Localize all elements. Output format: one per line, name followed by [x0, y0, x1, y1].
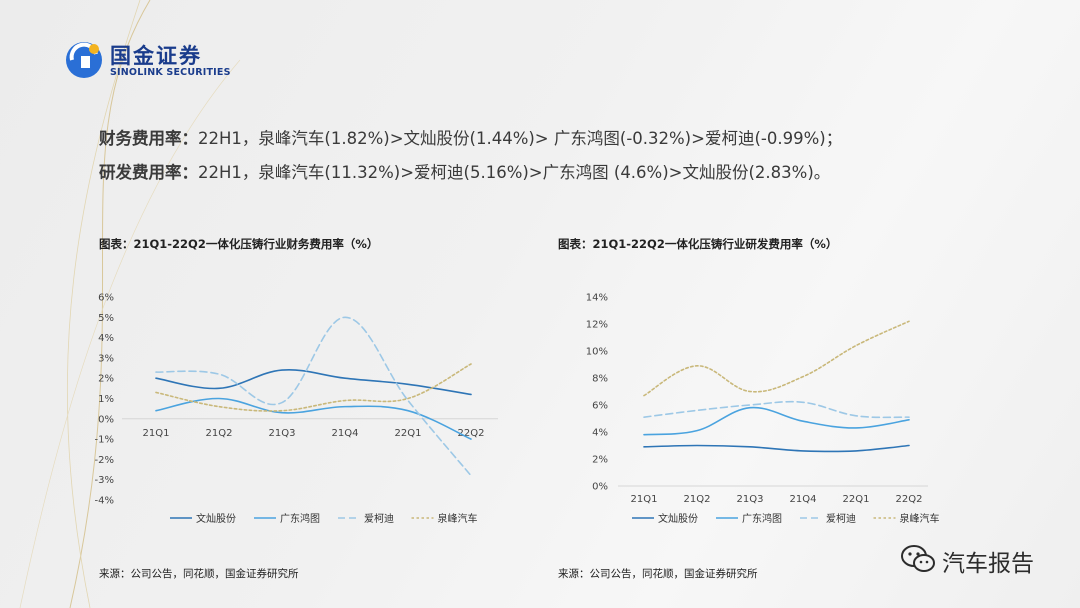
right-chart-title: 图表：21Q1-22Q2一体化压铸行业研发费用率（%）	[558, 237, 838, 251]
y-tick-label: -2%	[95, 455, 114, 466]
watermark-text: 汽车报告	[942, 551, 1034, 577]
x-tick-label: 21Q1	[143, 428, 170, 439]
rd-rate-summary: 研发费用率：22H1，泉峰汽车(11.32%)>爱柯迪(5.16%)>广东鸿图 …	[99, 159, 830, 183]
x-tick-label: 22Q2	[896, 494, 923, 505]
series-line	[155, 368, 472, 396]
series-line	[155, 316, 472, 477]
logo-icon	[66, 42, 102, 78]
brand-name-en: SINOLINK SECURITIES	[110, 67, 231, 78]
watermark: 汽车报告	[900, 540, 1060, 580]
x-tick-label: 21Q2	[206, 428, 233, 439]
series-line	[643, 320, 910, 397]
y-tick-label: 2%	[592, 455, 608, 466]
series-line	[643, 444, 910, 453]
y-tick-label: -3%	[95, 475, 114, 486]
finance-rate-text: 22H1，泉峰汽车(1.82%)>文灿股份(1.44%)> 广东鸿图(-0.32…	[198, 129, 843, 148]
rd-rate-chart: 0% 2% 4% 6% 8% 10% 12% 14% 21Q1 21Q2 21Q3 21Q4 22Q1 2…	[586, 293, 940, 526]
y-tick-label: 0%	[98, 414, 114, 425]
y-tick-label: 12%	[586, 320, 608, 331]
series-line	[155, 397, 472, 440]
rd-rate-text: 22H1，泉峰汽车(11.32%)>爱柯迪(5.16%)>广东鸿图 (4.6%)…	[198, 163, 831, 182]
left-chart-source: 来源：公司公告，同花顺，国金证券研究所	[99, 568, 299, 580]
legend-label: 广东鸿图	[742, 512, 782, 525]
y-tick-label: -4%	[95, 496, 114, 507]
y-tick-label: 1%	[98, 394, 114, 405]
left-chart-title: 图表：21Q1-22Q2一体化压铸行业财务费用率（%）	[99, 237, 379, 251]
y-tick-label: 0%	[592, 482, 608, 493]
legend-label: 文灿股份	[196, 512, 236, 525]
legend-label: 文灿股份	[658, 512, 698, 525]
rd-rate-label: 研发费用率：	[99, 163, 198, 182]
series-line	[643, 400, 910, 419]
wechat-icon	[901, 545, 935, 572]
x-tick-label: 22Q2	[458, 428, 485, 439]
y-tick-label: 3%	[98, 353, 114, 364]
x-tick-label: 21Q2	[684, 494, 711, 505]
brand-logo: 国金证券 SINOLINK SECURITIES	[64, 38, 254, 82]
legend-label: 泉峰汽车	[900, 512, 940, 525]
finance-rate-summary: 财务费用率：22H1，泉峰汽车(1.82%)>文灿股份(1.44%)> 广东鸿图…	[99, 125, 842, 149]
x-tick-label: 22Q1	[395, 428, 422, 439]
x-tick-label: 21Q4	[332, 428, 359, 439]
legend-label: 广东鸿图	[280, 512, 320, 525]
y-tick-label: 6%	[98, 293, 114, 304]
y-tick-label: 2%	[98, 374, 114, 385]
y-tick-label: 4%	[98, 333, 114, 344]
y-tick-label: 8%	[592, 374, 608, 385]
legend-label: 爱柯迪	[364, 512, 394, 525]
x-tick-label: 21Q4	[790, 494, 817, 505]
y-tick-label: 6%	[592, 401, 608, 412]
x-tick-label: 21Q3	[737, 494, 764, 505]
series-line	[643, 406, 910, 436]
x-tick-label: 21Q1	[631, 494, 658, 505]
legend-label: 泉峰汽车	[438, 512, 478, 525]
y-tick-label: 10%	[586, 347, 608, 358]
y-tick-label: 4%	[592, 428, 608, 439]
y-tick-label: 14%	[586, 293, 608, 304]
finance-rate-chart: -4% -3% -2% -1% 0% 1% 2% 3% 4% 5% 6% 21Q1 21Q2 21Q3 21…	[95, 293, 498, 525]
y-tick-label: 5%	[98, 313, 114, 324]
finance-rate-label: 财务费用率：	[99, 129, 198, 148]
y-tick-label: -1%	[95, 435, 114, 446]
x-tick-label: 22Q1	[843, 494, 870, 505]
series-line	[155, 363, 472, 412]
x-tick-label: 21Q3	[269, 428, 296, 439]
brand-name-cn: 国金证券	[110, 44, 202, 68]
right-chart-source: 来源：公司公告，同花顺，国金证券研究所	[558, 568, 758, 580]
decorative-curves	[19, 0, 241, 608]
legend-label: 爱柯迪	[826, 512, 856, 525]
